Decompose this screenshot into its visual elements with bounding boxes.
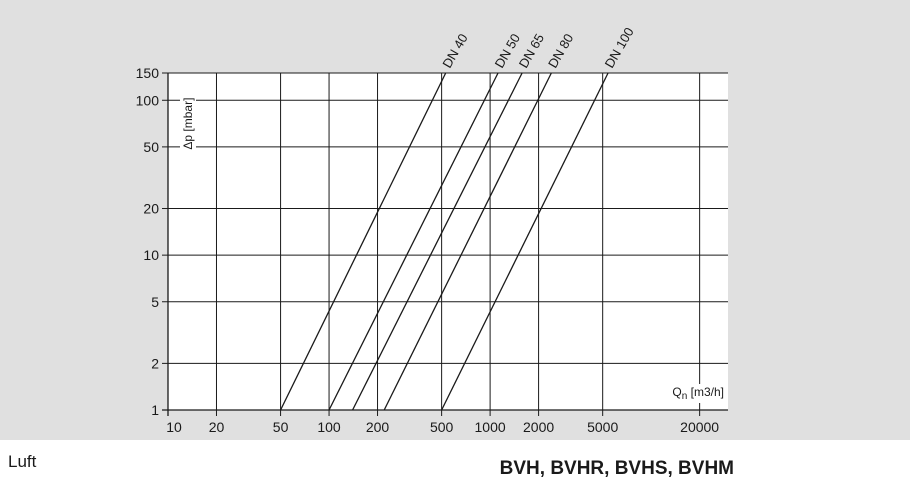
plot-area [168, 73, 728, 410]
series-line [352, 72, 523, 411]
y-tick-label: 100 [136, 92, 160, 108]
y-tick-label: 2 [151, 355, 159, 371]
x-tick-label: 500 [430, 419, 454, 435]
y-axis-label: Δp [mbar] [181, 98, 195, 150]
x-axis-label-background [669, 384, 727, 403]
x-tick-label: 1000 [475, 419, 506, 435]
y-tick-label: 1 [151, 402, 159, 418]
series-line [279, 72, 447, 411]
x-tick-label: 50 [273, 419, 289, 435]
medium-label: Luft [8, 452, 37, 471]
y-tick-label: 20 [143, 201, 159, 217]
x-tick-label: 100 [317, 419, 341, 435]
x-tick-label: 5000 [587, 419, 618, 435]
x-tick-label: 200 [366, 419, 390, 435]
x-tick-label: 20 [209, 419, 225, 435]
series-line [441, 72, 609, 411]
x-tick-label: 2000 [523, 419, 554, 435]
grid [168, 72, 728, 410]
y-axis-label-background [180, 95, 196, 152]
axes [162, 72, 728, 416]
y-tick-label: 50 [143, 139, 159, 155]
y-tick-label: 10 [143, 247, 159, 263]
x-axis-label: Qn [m3/h] [672, 385, 724, 402]
x-tick-label: 20000 [680, 419, 719, 435]
series-line [328, 72, 499, 411]
y-tick-label: 5 [151, 294, 159, 310]
product-series-label: BVH, BVHR, BVHS, BVHM [499, 458, 734, 479]
series-lines [279, 72, 609, 411]
x-tick-label: 10 [166, 419, 182, 435]
series-line [383, 72, 552, 411]
y-tick-label: 150 [136, 65, 160, 81]
